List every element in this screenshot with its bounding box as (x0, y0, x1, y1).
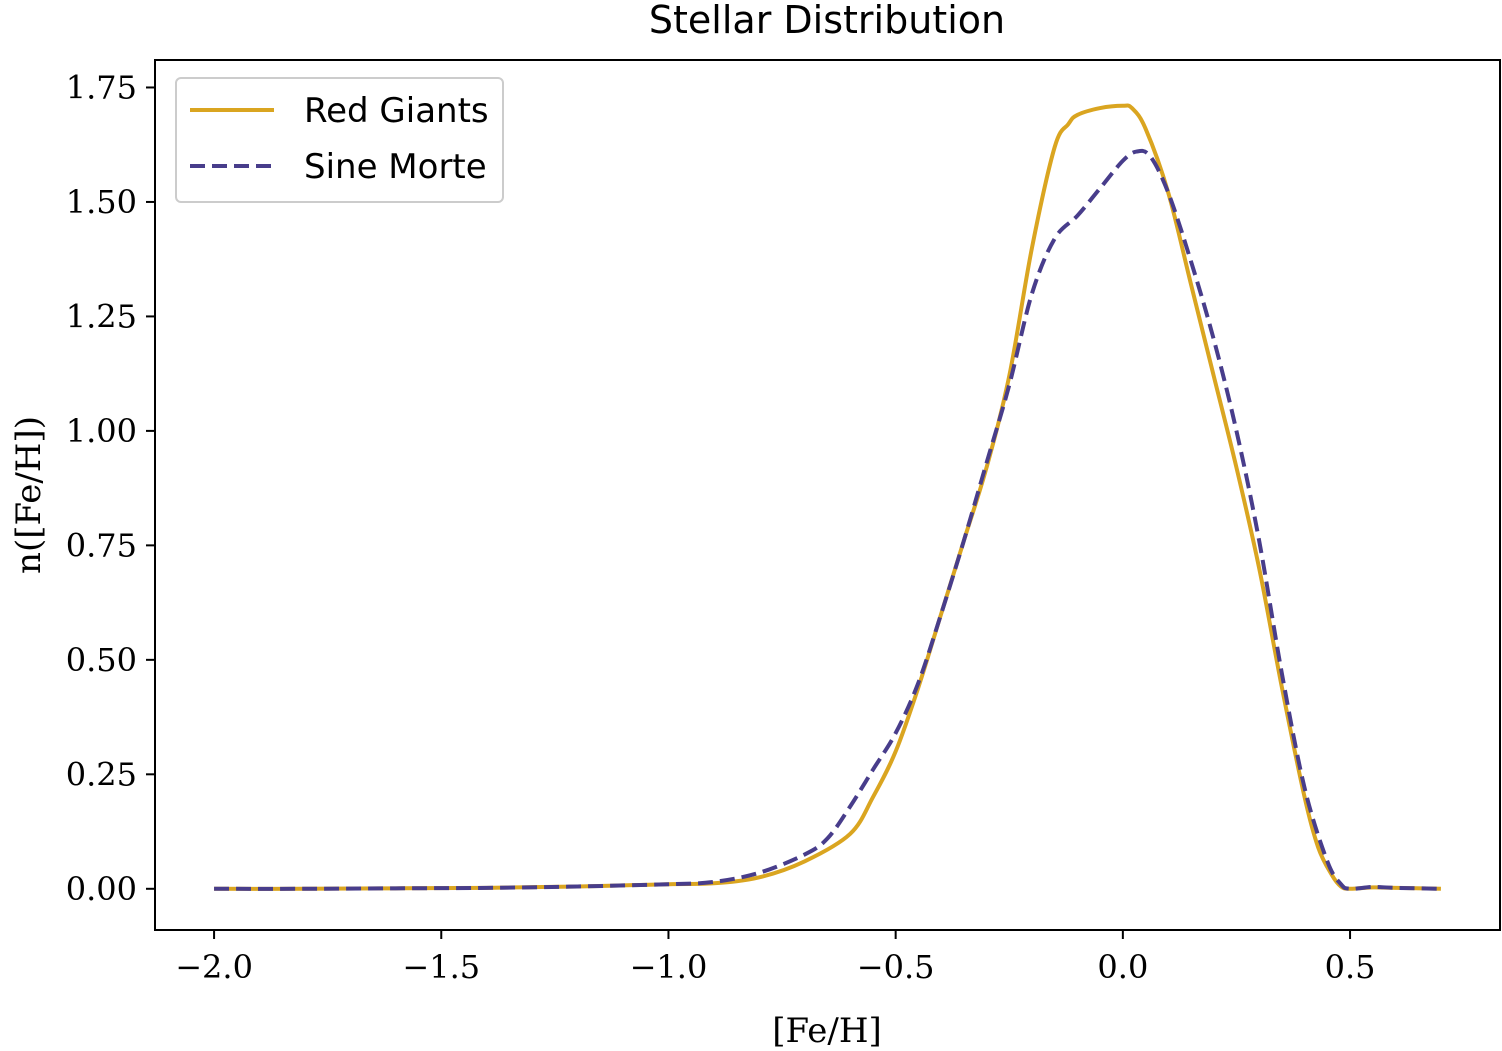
y-tick-label: 1.75 (66, 68, 137, 106)
y-tick-label: 0.75 (66, 526, 137, 564)
x-tick-label: 0.5 (1325, 948, 1376, 986)
y-tick-label: 1.25 (66, 297, 137, 335)
legend: Red Giants Sine Morte (175, 77, 504, 203)
y-tick-label: 1.00 (66, 412, 137, 450)
x-tick-label: −1.0 (630, 948, 708, 986)
x-tick-label: −0.5 (857, 948, 935, 986)
plot-frame (154, 59, 1501, 931)
plot-lines (214, 103, 1441, 891)
y-tick-label: 0.25 (66, 755, 137, 793)
legend-label-sine-morte: Sine Morte (304, 147, 487, 187)
x-axis-label: [Fe/H] (772, 1011, 882, 1051)
series-line-red-giants (214, 103, 1441, 891)
y-tick-label: 0.00 (66, 870, 137, 908)
x-tick-label: −1.5 (402, 948, 480, 986)
y-axis-label: n([Fe/H]) (9, 416, 49, 574)
chart-title: Stellar Distribution (649, 0, 1005, 42)
x-axis-ticks: −2.0 −1.5 −1.0 −0.5 0.0 0.5 (175, 930, 1375, 986)
y-tick-label: 1.50 (66, 183, 137, 221)
series-line-sine-morte (214, 148, 1441, 891)
x-tick-label: −2.0 (175, 948, 253, 986)
x-tick-label: 0.0 (1097, 948, 1148, 986)
legend-label-red-giants: Red Giants (304, 91, 489, 131)
y-axis-ticks: 0.00 0.25 0.50 0.75 1.00 1.25 1.50 1.75 (66, 68, 155, 908)
y-tick-label: 0.50 (66, 641, 137, 679)
